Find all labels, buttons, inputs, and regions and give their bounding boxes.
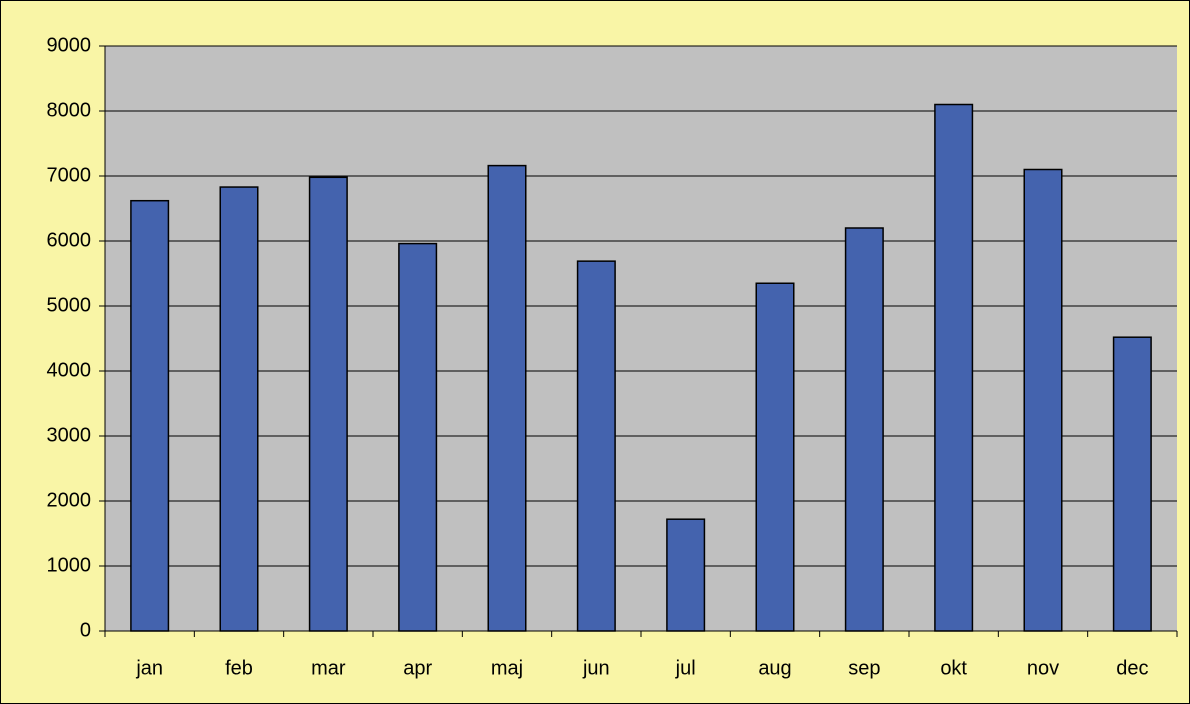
x-tick-label: okt — [940, 657, 967, 679]
x-tick-label: dec — [1116, 657, 1148, 679]
x-tick-label: jul — [675, 657, 696, 679]
x-tick-label: jan — [135, 657, 163, 679]
x-tick-label: sep — [848, 657, 880, 679]
x-tick-label: mar — [311, 657, 346, 679]
bar — [666, 518, 706, 632]
y-tick-label: 8000 — [47, 99, 92, 121]
x-tick-label: nov — [1027, 657, 1059, 679]
bar — [844, 227, 884, 632]
y-tick-label: 4000 — [47, 359, 92, 381]
y-tick-label: 9000 — [47, 34, 92, 56]
bar — [576, 260, 616, 632]
bar — [487, 164, 527, 632]
y-tick-label: 2000 — [47, 489, 92, 511]
bar — [130, 199, 170, 632]
bar — [219, 186, 259, 632]
bar — [755, 282, 795, 632]
x-tick-label: aug — [758, 657, 791, 679]
x-tick-label: jun — [582, 657, 610, 679]
plot-area — [105, 46, 1177, 631]
bar — [308, 176, 348, 632]
y-tick-label: 5000 — [47, 294, 92, 316]
bar — [934, 103, 974, 632]
x-tick-label: maj — [491, 657, 523, 679]
bar — [1112, 336, 1152, 632]
y-tick-label: 6000 — [47, 229, 92, 251]
y-tick-label: 0 — [80, 619, 91, 641]
y-tick-label: 1000 — [47, 554, 92, 576]
y-tick-label: 3000 — [47, 424, 92, 446]
bar — [1023, 168, 1063, 632]
x-tick-label: feb — [225, 657, 253, 679]
y-tick-label: 7000 — [47, 164, 92, 186]
bar — [398, 242, 438, 632]
x-tick-label: apr — [403, 657, 432, 679]
